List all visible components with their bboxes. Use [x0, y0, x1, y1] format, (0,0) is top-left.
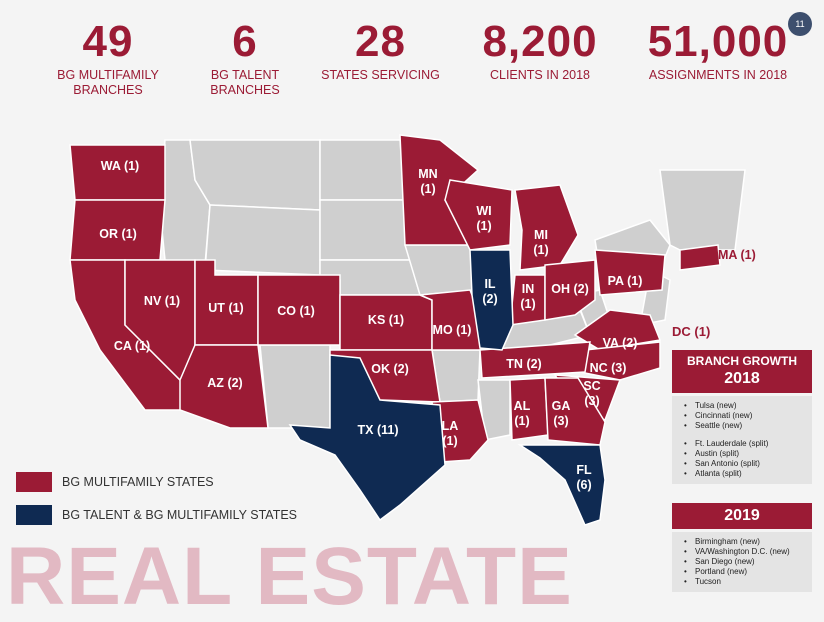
stat-number: 6 [232, 17, 258, 66]
stat-number: 8,200 [482, 17, 598, 66]
branch-list-2018: Tulsa (new) Cincinnati (new) Seattle (ne… [672, 396, 812, 484]
stats-bar: 49 BG MULTIFAMILY BRANCHES 6 BG TALENT BRA… [0, 0, 824, 115]
year-2018-label: 2018 [724, 370, 760, 387]
list-item: Birmingham (new) [682, 537, 806, 547]
list-item: VA/Washington D.C. (new) [682, 547, 806, 557]
legend-label: BG TALENT & BG MULTIFAMILY STATES [62, 508, 298, 522]
state-label-il: IL (2) [482, 277, 497, 306]
state-label-mn: MN (1) [418, 167, 437, 196]
state-shape-il [469, 249, 514, 351]
state-label-az: AZ (2) [207, 376, 242, 390]
stat-label: CLIENTS IN 2018 [489, 68, 591, 82]
state-shape-tn [479, 341, 591, 379]
state-label-ma: MA (1) [718, 248, 756, 262]
state-label-mi: MI (1) [533, 228, 548, 257]
stat-label: ASSIGNMENTS IN 2018 [648, 68, 788, 82]
state-label-ks: KS (1) [368, 313, 404, 327]
legend-label: BG MULTIFAMILY STATES [62, 475, 214, 489]
state-shape-ga [544, 377, 606, 446]
legend-item-multifamily: BG MULTIFAMILY STATES [16, 472, 297, 492]
state-sd [319, 199, 411, 261]
state-label-va: VA (2) [603, 336, 638, 350]
list-item: San Diego (new) [682, 557, 806, 567]
state-label-mo: MO (1) [433, 323, 472, 337]
multifamily-states [69, 134, 721, 463]
state-shape-va [573, 309, 662, 351]
list-item: Ft. Lauderdale (split) [682, 439, 806, 449]
stat-assignments: 51,000 ASSIGNMENTS IN 2018 [638, 18, 798, 83]
state-wy [204, 204, 321, 276]
legend-swatch [16, 505, 52, 525]
state-label-tx: TX (11) [357, 423, 398, 437]
state-label-in: IN (1) [520, 282, 535, 311]
branch-list-2019: Birmingham (new) VA/Washington D.C. (new… [672, 532, 812, 592]
state-label-ca: CA (1) [114, 339, 150, 353]
state-shape-fl [517, 444, 606, 526]
list-item: Tucson [682, 577, 806, 587]
us-map: WA (1) OR (1) CA (1) NV (1) UT (1) AZ (2… [69, 134, 746, 526]
state-label-ut: UT (1) [208, 301, 243, 315]
stat-clients: 8,200 CLIENTS IN 2018 [470, 18, 610, 83]
state-label-nc: NC (3) [590, 361, 627, 375]
list-item: Cincinnati (new) [682, 411, 806, 421]
stat-label: STATES SERVICING [321, 68, 440, 82]
state-label-la: LA (1) [442, 419, 459, 448]
state-nm [259, 344, 331, 429]
stat-multifamily-branches: 49 BG MULTIFAMILY BRANCHES [48, 18, 168, 98]
year-2019-label: 2019 [672, 503, 812, 529]
state-new-england [659, 169, 746, 251]
real-estate-watermark: REAL ESTATE [6, 531, 573, 622]
state-label-co: CO (1) [277, 304, 315, 318]
stat-label: BG MULTIFAMILY BRANCHES [57, 68, 159, 97]
state-nd [319, 139, 406, 201]
state-label-wa: WA (1) [101, 159, 139, 173]
list-item: Portland (new) [682, 567, 806, 577]
state-label-sc: SC (3) [583, 379, 600, 408]
list-item: San Antonio (split) [682, 459, 806, 469]
list-item: Austin (split) [682, 449, 806, 459]
state-label-dc: DC (1) [672, 324, 711, 339]
state-label-ok: OK (2) [371, 362, 409, 376]
stat-label: BG TALENT BRANCHES [210, 68, 280, 97]
stat-number: 51,000 [647, 17, 789, 66]
talent-states [288, 249, 606, 526]
state-label-oh: OH (2) [551, 282, 589, 296]
state-shape-tx [288, 354, 446, 522]
state-labels: WA (1) OR (1) CA (1) NV (1) UT (1) AZ (2… [99, 159, 642, 492]
state-label-ga: GA (3) [552, 399, 571, 428]
branch-growth-header: BRANCH GROWTH 2018 [672, 350, 812, 393]
state-label-wi: WI (1) [476, 204, 491, 233]
branch-growth-2019-panel: 2019 Birmingham (new) VA/Washington D.C.… [672, 503, 812, 592]
state-label-or: OR (1) [99, 227, 137, 241]
state-shape-pa [594, 249, 666, 296]
page-number-badge: 11 [788, 12, 812, 36]
branch-growth-2018-panel: BRANCH GROWTH 2018 Tulsa (new) Cincinnat… [672, 350, 812, 484]
state-shape-oh [544, 259, 596, 321]
stat-states-servicing: 28 STATES SERVICING [318, 18, 443, 83]
stat-number: 28 [355, 17, 406, 66]
state-label-tn: TN (2) [506, 357, 541, 371]
branch-growth-title: BRANCH GROWTH [687, 354, 797, 368]
state-label-fl: FL (6) [576, 463, 592, 492]
list-item: Seattle (new) [682, 421, 806, 431]
list-item: Tulsa (new) [682, 401, 806, 411]
state-label-pa: PA (1) [608, 274, 643, 288]
state-shape-wi [444, 179, 513, 251]
state-shape-ma [679, 244, 721, 271]
legend-item-talent: BG TALENT & BG MULTIFAMILY STATES [16, 505, 297, 525]
legend-swatch [16, 472, 52, 492]
map-legend: BG MULTIFAMILY STATES BG TALENT & BG MUL… [16, 472, 297, 538]
state-label-al: AL (1) [514, 399, 531, 428]
list-item: Atlanta (split) [682, 469, 806, 479]
stat-talent-branches: 6 BG TALENT BRANCHES [195, 18, 295, 98]
stat-number: 49 [82, 17, 134, 66]
state-label-nv: NV (1) [144, 294, 180, 308]
state-mt [189, 139, 321, 211]
